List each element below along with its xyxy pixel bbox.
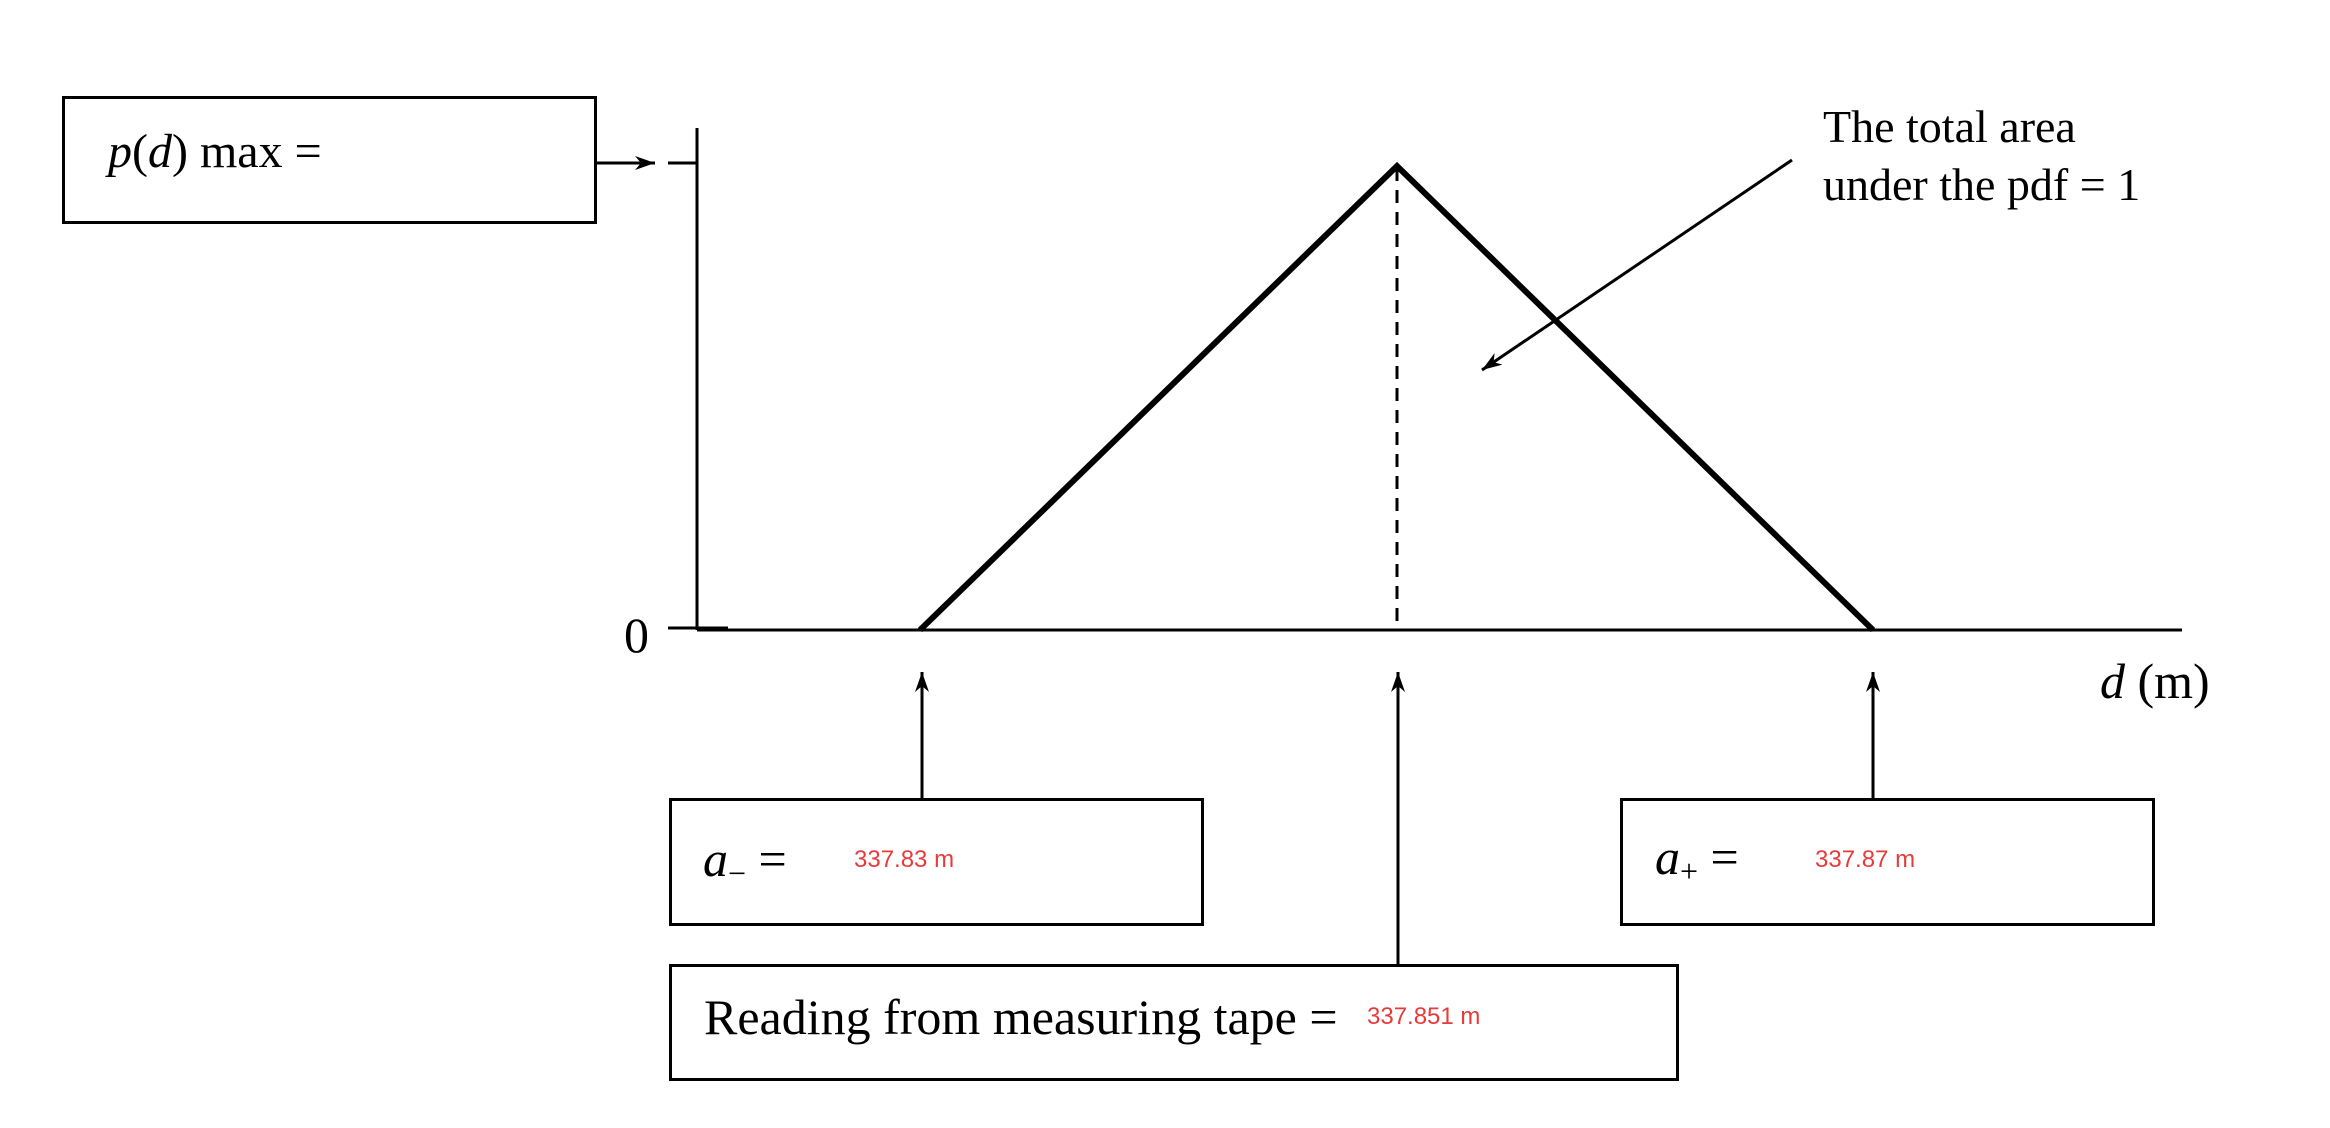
pmax-var-d: d [147, 125, 172, 178]
a-minus-value: 337.83 m [854, 846, 955, 873]
x-axis-unit: (m) [2125, 653, 2210, 709]
pmax-var-p: p [108, 125, 132, 178]
area-annotation-line1: The total area [1823, 101, 2076, 152]
x-axis-variable: d [2100, 653, 2125, 709]
reading-value: 337.851 m [1367, 1003, 1481, 1030]
a-plus-value: 337.87 m [1815, 846, 1916, 873]
a-minus-box [669, 798, 1204, 926]
a-plus-subscript: + [1680, 853, 1699, 889]
reading-label: Reading from measuring tape = [704, 989, 1338, 1045]
x-axis-label: d (m) [2100, 656, 2210, 706]
a-plus-box [1620, 798, 2155, 926]
a-minus-var: a [703, 831, 728, 887]
a-minus-equals: = [746, 831, 787, 887]
a-plus-label: a+ = [1655, 832, 1739, 887]
area-annotation: The total area under the pdf = 1 [1823, 98, 2140, 213]
triangular-pdf-line [917, 161, 1876, 633]
pmax-box [62, 96, 597, 224]
area-annotation-arrow [1481, 158, 1793, 372]
a-plus-equals: = [1698, 829, 1739, 885]
a-plus-var: a [1655, 829, 1680, 885]
y-axis-zero-label: 0 [624, 607, 649, 663]
reading-box [669, 964, 1679, 1081]
area-annotation-line2: under the pdf = 1 [1823, 158, 2141, 210]
pmax-suffix: ) max = [171, 125, 322, 178]
a-minus-label: a− = [703, 834, 787, 889]
pmax-open-paren: ( [132, 125, 148, 178]
a-minus-subscript: − [728, 855, 747, 891]
pmax-label: p(d) max = [108, 128, 322, 176]
